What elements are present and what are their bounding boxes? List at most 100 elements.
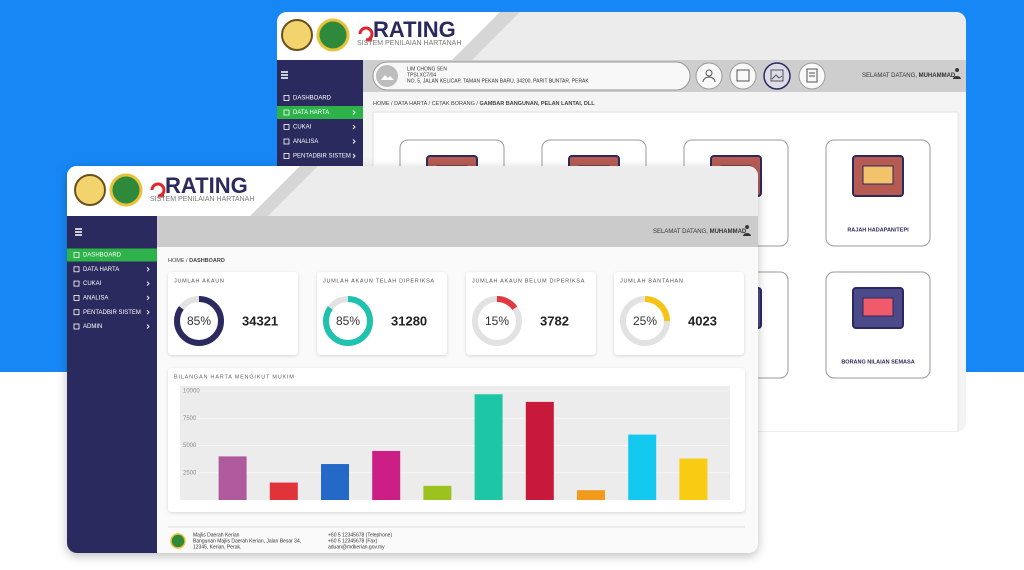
icon-button[interactable] — [729, 62, 757, 90]
welcome: SELAMAT DATANG, MUHAMMAD — [862, 73, 956, 79]
menu-arrow — [146, 309, 150, 315]
y-tick-label: 7500 — [183, 416, 197, 422]
menu-item[interactable]: DATA HARTA — [293, 110, 329, 116]
card-illustration-detail — [862, 165, 894, 185]
topbar — [157, 216, 758, 247]
menu-arrow — [146, 295, 150, 301]
menu-active — [277, 106, 363, 119]
logo-crest — [281, 19, 313, 51]
user-icon[interactable] — [743, 225, 751, 236]
stat-title: JUMLAH AKAUN — [174, 278, 225, 284]
avatar-icon — [381, 75, 394, 80]
header-stripe — [452, 12, 520, 60]
menu-item[interactable]: DATA HARTA — [83, 267, 119, 273]
menu-icon — [283, 153, 290, 159]
menu-item[interactable]: ADMIN — [83, 324, 102, 330]
menu-item[interactable]: CUKAI — [293, 125, 312, 131]
menu-arrow — [352, 124, 356, 130]
bar — [679, 458, 708, 500]
welcome: SELAMAT DATANG, MUHAMMAD — [653, 229, 747, 235]
menu-item[interactable]: DASHBOARD — [83, 253, 122, 259]
profile-pill[interactable] — [372, 61, 691, 91]
stat-cards: JUMLAH AKAUN 85% 34321 JUMLAH AKAUN TELAH D… — [168, 272, 744, 355]
avatar — [376, 65, 398, 87]
bar — [269, 482, 298, 500]
stat-title: JUMLAH AKAUN BELUM DIPERIKSA — [472, 278, 585, 284]
profile-name: LIM CHONG SEN — [407, 66, 447, 72]
menu-toggle[interactable] — [281, 71, 288, 79]
card-label: BORANG NILAIAN SEMASA — [841, 359, 914, 365]
profile-id: TPSI.XC7/04 — [407, 72, 436, 78]
breadcrumb-path: HOME / — [168, 258, 188, 264]
footer-address: Bangunan Majlis Daerah Kerian, Jalan Bes… — [193, 538, 301, 544]
footer-email: aduan@mdkerian.gov.my — [328, 544, 385, 550]
user-name: MUHAMMAD — [710, 229, 747, 235]
bar — [525, 401, 554, 500]
menu-arrow — [146, 266, 150, 272]
bar — [474, 394, 503, 500]
stat-title: JUMLAH AKAUN TELAH DIPERIKSA — [323, 278, 435, 284]
bar — [372, 450, 401, 500]
footer-org: Majlis Daerah Kerian — [193, 532, 240, 538]
menu-item[interactable]: PENTADBIR SISTEM — [293, 154, 351, 160]
logo-crest — [74, 174, 106, 206]
breadcrumb-current: GAMBAR BANGUNAN, PELAN LANTAI, DLL — [479, 101, 595, 107]
donut-arc — [323, 296, 373, 346]
menu-item[interactable]: ANALISA — [83, 295, 108, 301]
stat-card — [466, 272, 596, 355]
stat-card — [168, 272, 298, 355]
bar — [423, 485, 452, 500]
donut-arc — [472, 296, 522, 346]
donut-label: 85% — [187, 314, 211, 328]
logo-title: RATING — [165, 173, 248, 198]
footer-logo — [170, 533, 186, 549]
menu-item[interactable]: ANALISA — [293, 139, 318, 145]
breadcrumb: HOME / DASHBOARD — [168, 258, 225, 264]
menu-active — [67, 248, 157, 262]
menu-icon — [73, 323, 80, 330]
donut-arc — [174, 296, 224, 346]
bar — [577, 490, 605, 500]
menu-item[interactable]: PENTADBIR SISTEM — [83, 310, 141, 316]
logo-subtitle: SISTEM PENILAIAN HARTANAH — [357, 40, 461, 47]
bar — [321, 464, 349, 500]
menu-icon — [283, 124, 290, 130]
donut-label: 85% — [336, 314, 360, 328]
logo-title: RATING — [373, 17, 456, 42]
breadcrumb-current: DASHBOARD — [189, 258, 225, 264]
menu-arrow — [352, 153, 356, 159]
menu-icon — [73, 309, 80, 316]
logo-mark — [150, 182, 166, 198]
card-illustration-detail — [862, 297, 894, 317]
profile-address: NO. 5, JALAN KELICAP, TAMAN PEKAN BARU, … — [407, 78, 589, 84]
stat-title: JUMLAH BANTAHAN — [620, 278, 684, 284]
stat-card — [614, 272, 744, 355]
breadcrumb-path: HOME / DATA HARTA / CETAK BORANG / — [373, 101, 478, 107]
user-icon[interactable] — [953, 68, 961, 79]
logo-mark — [358, 26, 374, 42]
logo-council — [316, 18, 350, 52]
menu-item[interactable]: DASHBOARD — [293, 96, 332, 102]
menu-item[interactable]: CUKAI — [83, 281, 102, 287]
menu-icon — [283, 109, 290, 116]
y-tick-label: 10000 — [183, 389, 200, 395]
bar — [628, 434, 657, 500]
menu-icon — [73, 294, 80, 301]
menu-arrow — [352, 139, 356, 144]
menu-icon — [283, 95, 290, 101]
bar-chart: 2500 5000 7500 10000 — [180, 389, 730, 500]
y-tick-label: 2500 — [183, 470, 197, 476]
stat-value: 34321 — [242, 313, 278, 328]
welcome-text: SELAMAT DATANG, — [653, 229, 708, 235]
menu-icon — [73, 280, 80, 287]
y-tick-label: 5000 — [183, 443, 197, 449]
menu-icon — [283, 138, 290, 145]
header-stripe — [250, 166, 318, 216]
sidebar — [67, 216, 157, 553]
menu-toggle[interactable] — [75, 228, 82, 236]
footer-fax: +60 5 12345678 (Fax) — [328, 538, 378, 544]
footer-address: 12345, Kerian, Perak. — [193, 544, 241, 550]
menu-icon — [73, 252, 80, 258]
bar — [218, 456, 247, 500]
